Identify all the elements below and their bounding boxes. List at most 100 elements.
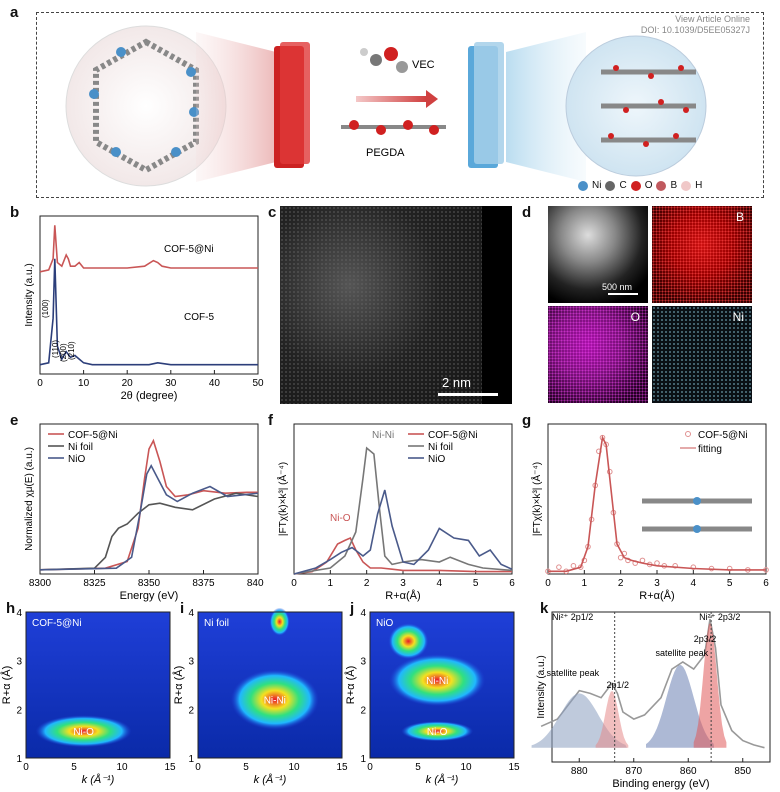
plot-frame xyxy=(39,215,259,375)
panel-label-d: d xyxy=(522,204,532,221)
y-tick-label: 4 xyxy=(360,608,366,619)
structure-inset xyxy=(642,497,752,533)
x-tick-label: 10 xyxy=(116,762,128,773)
eds-map-o: O xyxy=(548,306,648,403)
x-axis-label: Binding energy (eV) xyxy=(612,778,709,790)
x-tick-label: 15 xyxy=(508,762,520,773)
y-tick-label: 1 xyxy=(188,754,194,765)
x-axis-label: R+α(Å) xyxy=(639,589,674,602)
y-tick-label: 4 xyxy=(16,608,22,619)
x-tick-label: 0 xyxy=(291,578,297,589)
wt-intensity-spot xyxy=(401,721,474,742)
y-tick-label: 4 xyxy=(188,608,194,619)
y-axis-label: |FTχ(k)×k³| (Å⁻⁴) xyxy=(530,462,543,536)
legend-label: fitting xyxy=(698,444,722,455)
y-axis-label: Normalized χμ(E) (a.u.) xyxy=(24,447,35,551)
x-tick-label: 40 xyxy=(209,378,221,389)
legend-label: COF-5@Ni xyxy=(428,430,478,441)
wt-peak-label: Ni-Ni xyxy=(264,696,286,707)
x-tick-label: 30 xyxy=(165,378,177,389)
plot-frame xyxy=(551,611,771,763)
x-tick-label: 4 xyxy=(691,578,697,589)
vec-molecule xyxy=(360,47,408,73)
series-line xyxy=(39,492,259,571)
chart-f-exafs: 0 1 2 3 4 5 6R+α(Å)|FTχ(k)×k³| (Å⁻⁴)COF-5@NiNi… xyxy=(276,423,515,602)
c-dot xyxy=(605,180,616,191)
ni-dot xyxy=(578,180,588,191)
x-tick-label: 1 xyxy=(328,578,334,589)
series-line xyxy=(293,446,513,575)
x-tick-label: 5 xyxy=(243,762,249,773)
peak-label-210: (210) xyxy=(67,341,76,360)
annotation-ni-ni: Ni-Ni xyxy=(372,430,394,441)
label-2p32: 2p3/2 xyxy=(694,634,717,644)
wt-peak-label-2: Ni-O xyxy=(427,727,448,738)
panel-label-e: e xyxy=(10,412,19,429)
label-satellite-1: satellite peak xyxy=(547,668,600,678)
x-tick-label: 880 xyxy=(571,766,588,777)
legend-b: B xyxy=(670,180,678,191)
panel-label-b: b xyxy=(10,204,20,221)
panel-label-h: h xyxy=(6,600,16,617)
x-tick-label: 1 xyxy=(582,578,588,589)
y-tick-label: 2 xyxy=(188,705,194,716)
chart-j-wt: 0 5 10 15 1 2 3 4 k (Å⁻¹) R+α (Å) NiO Ni-Ni Ni-O xyxy=(344,608,520,786)
x-tick-label: 6 xyxy=(763,578,769,589)
peak-2p12-fill xyxy=(595,691,629,748)
inset-ni-atom xyxy=(693,497,701,505)
x-axis-label: 2θ (degree) xyxy=(121,390,178,402)
eds-b-texture xyxy=(652,206,752,303)
doi-link[interactable]: DOI: 10.1039/D5EE05327J xyxy=(640,25,750,35)
annotation-ni-o: Ni-O xyxy=(330,513,351,524)
data-point xyxy=(570,563,577,569)
haadf-image: 500 nm xyxy=(548,206,648,303)
label-2p12: 2p1/2 xyxy=(607,680,630,690)
reaction-arrow xyxy=(356,96,426,102)
peak-label-100: (100) xyxy=(41,299,50,318)
h-dot xyxy=(681,180,692,191)
x-tick-label: 8325 xyxy=(83,578,106,589)
cof-stack-red xyxy=(274,42,310,168)
legend-h: H xyxy=(695,180,703,191)
eds-map-ni: Ni xyxy=(652,306,752,403)
plot-frame xyxy=(25,611,171,759)
chart-h-wt: 0 5 10 15 1 2 3 4 k (Å⁻¹) R+α (Å) COF-5@Ni Ni-O xyxy=(0,608,176,786)
plot-frame xyxy=(197,611,343,759)
y-axis-label: R+α (Å) xyxy=(344,666,357,704)
doi-text: View Article Online DOI: 10.1039/D5EE053… xyxy=(600,14,750,36)
series-line xyxy=(540,618,765,749)
scalebar-line xyxy=(438,393,498,396)
data-point xyxy=(556,564,562,570)
legend-label: COF-5@Ni xyxy=(698,430,748,441)
view-article-online[interactable]: View Article Online xyxy=(675,14,750,24)
y-axis-label: |FTχ(k)×k³| (Å⁻⁴) xyxy=(276,462,289,536)
panel-label-i: i xyxy=(180,600,185,617)
y-axis-label: Intensity (a.u.) xyxy=(24,263,35,326)
x-tick-label: 5 xyxy=(415,762,421,773)
x-tick-label: 50 xyxy=(252,378,264,389)
wt-title: Ni foil xyxy=(204,618,229,629)
x-tick-label: 0 xyxy=(195,762,201,773)
series-line xyxy=(39,438,258,571)
x-axis-label: k (Å⁻¹) xyxy=(426,773,459,786)
tem-edge xyxy=(482,206,512,404)
cof-stack-blue xyxy=(468,42,504,168)
series-line xyxy=(548,435,766,573)
x-tick-label: 0 xyxy=(23,762,29,773)
eds-o-label: O xyxy=(630,310,640,324)
wt-peak-label: Ni-O xyxy=(73,727,94,738)
atom-legend: Ni C O B H xyxy=(578,180,702,191)
legend-label: NiO xyxy=(68,454,85,465)
y-tick-label: 3 xyxy=(360,657,366,668)
legend-label: NiO xyxy=(428,454,445,465)
data-point xyxy=(617,554,624,561)
eds-ni-texture xyxy=(652,306,752,403)
wt-intensity-spot xyxy=(269,607,290,636)
legend-swatch xyxy=(685,431,691,437)
panel-label-f: f xyxy=(268,412,273,429)
x-tick-label: 4 xyxy=(437,578,443,589)
y-tick-label: 1 xyxy=(16,754,22,765)
x-tick-label: 5 xyxy=(727,578,733,589)
x-tick-label: 20 xyxy=(122,378,134,389)
x-tick-label: 2 xyxy=(618,578,624,589)
